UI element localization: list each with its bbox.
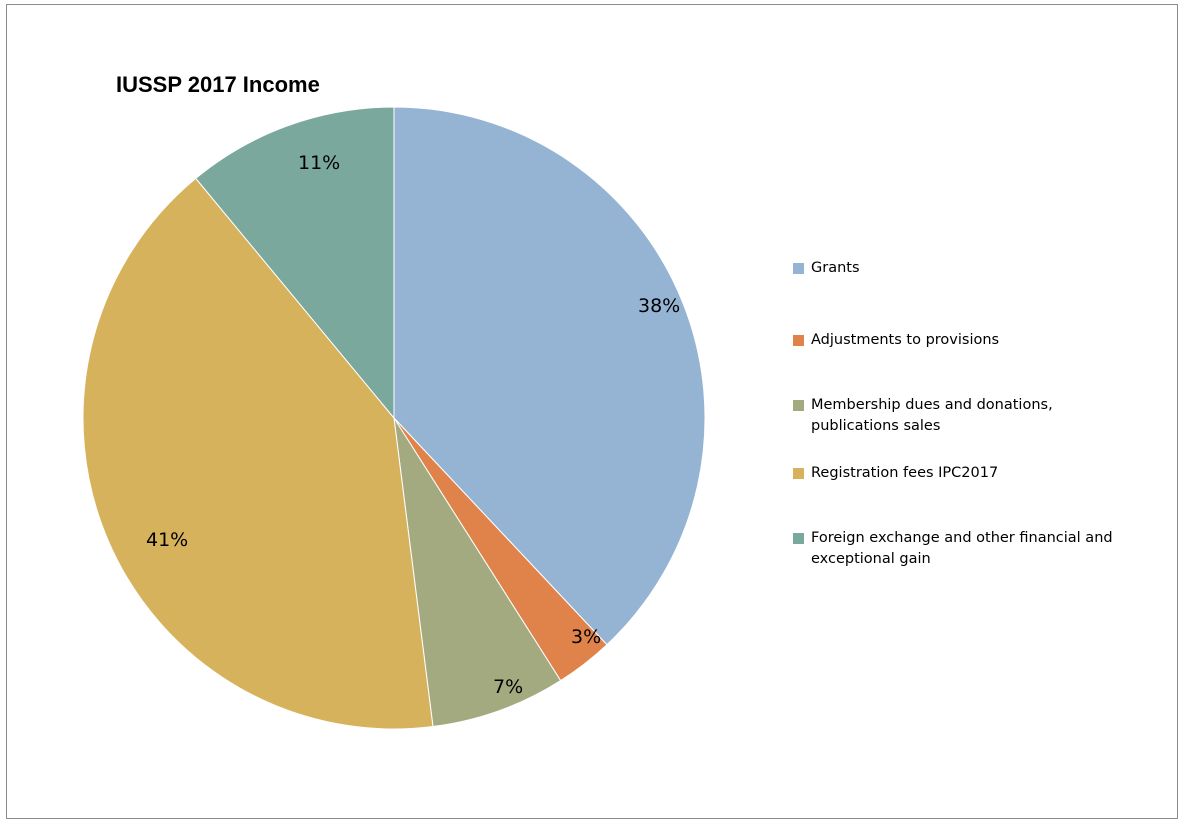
data-label-3: 7% [493, 676, 523, 698]
pie-slice-5 [195, 106, 395, 420]
chart-title: IUSSP 2017 Income [116, 72, 320, 97]
pie-slice-3 [393, 417, 562, 728]
legend-label: Grants [811, 260, 860, 276]
pie-slice-1 [393, 106, 706, 646]
legend-item-5: Foreign exchange and other financial and… [793, 528, 1181, 570]
data-label-5: 11% [298, 152, 340, 174]
legend-item-2: Adjustments to provisions [793, 330, 1181, 351]
legend-item-3: Membership dues and donations, publicati… [793, 395, 1181, 437]
legend-swatch [793, 335, 804, 346]
pie-slice-4 [82, 177, 434, 730]
legend-label: Registration fees IPC2017 [811, 465, 999, 481]
legend-label: Adjustments to provisions [811, 332, 1000, 348]
data-label-4: 41% [146, 529, 188, 551]
legend-swatch [793, 263, 804, 274]
legend-item-4: Registration fees IPC2017 [793, 463, 1181, 484]
data-label-1: 38% [638, 295, 680, 317]
legend-swatch [793, 533, 804, 544]
legend-swatch [793, 468, 804, 479]
legend-label: Foreign exchange and other financial and… [811, 530, 1113, 567]
legend-swatch [793, 400, 804, 411]
legend-item-1: Grants [793, 258, 1181, 279]
legend-label: Membership dues and donations, publicati… [811, 397, 1053, 434]
data-label-2: 3% [571, 626, 601, 648]
